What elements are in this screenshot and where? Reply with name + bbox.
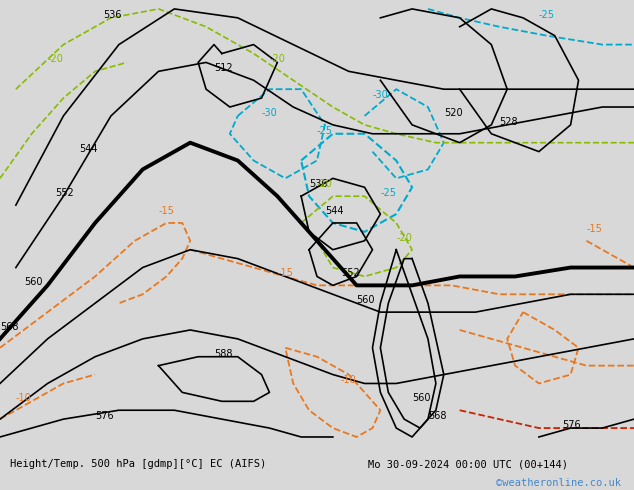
Text: -20: -20 <box>48 54 63 64</box>
Text: 512: 512 <box>214 63 233 74</box>
Text: 576: 576 <box>563 420 581 430</box>
Text: -15: -15 <box>586 224 602 234</box>
Text: Height/Temp. 500 hPa [gdmp][°C] EC (AIFS): Height/Temp. 500 hPa [gdmp][°C] EC (AIFS… <box>10 459 266 469</box>
Text: 560: 560 <box>23 277 42 287</box>
Text: 568: 568 <box>0 322 18 332</box>
Text: -20: -20 <box>317 179 333 189</box>
Text: 588: 588 <box>214 349 233 359</box>
Text: -10: -10 <box>341 375 356 386</box>
Text: -30: -30 <box>261 108 277 118</box>
Text: -30: -30 <box>373 90 388 100</box>
Text: 552: 552 <box>341 269 359 278</box>
Text: -15: -15 <box>158 206 174 216</box>
Text: -25: -25 <box>380 188 396 198</box>
Text: 552: 552 <box>56 188 74 198</box>
Text: 560: 560 <box>412 393 430 403</box>
Text: -25: -25 <box>317 126 333 136</box>
Text: 544: 544 <box>325 206 344 216</box>
Text: -20: -20 <box>396 233 412 243</box>
Text: 576: 576 <box>95 411 113 421</box>
Text: 536: 536 <box>309 179 328 189</box>
Text: 544: 544 <box>79 144 98 153</box>
Text: -25: -25 <box>539 10 555 20</box>
Text: -20: -20 <box>269 54 285 64</box>
Text: Mo 30-09-2024 00:00 UTC (00+144): Mo 30-09-2024 00:00 UTC (00+144) <box>368 459 567 469</box>
Text: 520: 520 <box>444 108 462 118</box>
Text: 536: 536 <box>103 10 122 20</box>
Text: ©weatheronline.co.uk: ©weatheronline.co.uk <box>496 478 621 488</box>
Text: -15: -15 <box>278 269 294 278</box>
Text: 568: 568 <box>428 411 446 421</box>
Text: 560: 560 <box>356 295 375 305</box>
Text: 528: 528 <box>500 117 518 127</box>
Text: -10: -10 <box>16 393 32 403</box>
